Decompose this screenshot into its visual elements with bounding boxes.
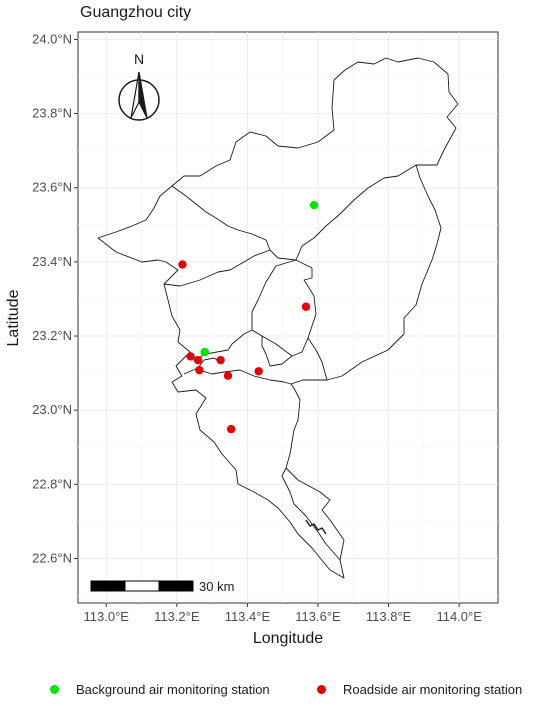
- x-tick-label: 113.6°E: [295, 609, 341, 624]
- roadside-station-point: [301, 302, 311, 311]
- station-points: [178, 200, 319, 434]
- legend-roadside: Roadside air monitoring station: [317, 682, 522, 697]
- y-axis-title: Latitude: [5, 289, 22, 346]
- scale-label: 30 km: [199, 579, 234, 594]
- x-tick-label: 113.0°E: [84, 609, 130, 624]
- north-arrow-icon: N: [118, 51, 160, 121]
- x-tick-label: 114.0°E: [436, 609, 482, 624]
- y-tick-label: 23.0°N: [32, 402, 72, 417]
- border-tianhe: [261, 336, 309, 367]
- y-tick-label: 23.4°N: [32, 254, 72, 269]
- border-baiyun-east: [251, 259, 297, 357]
- district-boundaries: [97, 57, 459, 579]
- border-haizhu: [199, 369, 292, 385]
- scale-bar: 30 km: [90, 579, 234, 594]
- border-huadu: [171, 185, 297, 261]
- background-station-point: [309, 200, 319, 210]
- roadside-station-point: [186, 352, 195, 361]
- roadside-station-point: [193, 355, 203, 365]
- background-station-point: [200, 347, 209, 357]
- y-tick-label: 24.0°N: [32, 31, 72, 46]
- background-station-icon: [50, 685, 59, 694]
- x-tick-label: 113.8°E: [366, 609, 412, 624]
- map-title: Guangzhou city: [80, 4, 192, 21]
- y-tick-label: 23.6°N: [32, 180, 72, 195]
- border-zengcheng: [303, 268, 328, 381]
- y-axis-ticks: 24.0°N 23.8°N 23.6°N 23.4°N 23.2°N 23.0°N 22.8…: [32, 31, 78, 566]
- roadside-station-point: [223, 371, 233, 380]
- north-label: N: [134, 51, 144, 67]
- border-conghua: [295, 164, 417, 269]
- border-nansha: [281, 467, 341, 561]
- x-tick-label: 113.4°E: [225, 609, 271, 624]
- y-tick-label: 23.8°N: [32, 106, 72, 121]
- legend-background: Background air monitoring station: [50, 682, 270, 697]
- roadside-station-point: [254, 367, 263, 376]
- y-tick-label: 22.8°N: [32, 476, 72, 491]
- plot-background: [77, 31, 499, 604]
- border-liwan: [183, 357, 221, 375]
- roadside-station-point: [216, 355, 225, 365]
- border-baiyun-west: [163, 249, 271, 287]
- guangzhou-outline: [97, 57, 459, 579]
- y-tick-label: 22.6°N: [32, 551, 72, 566]
- roadside-station-point: [226, 424, 236, 434]
- legend-background-label: Background air monitoring station: [76, 682, 270, 697]
- legend: Background air monitoring station Roadsi…: [0, 682, 550, 702]
- legend-roadside-label: Roadside air monitoring station: [343, 682, 523, 697]
- x-axis-title: Longitude: [253, 630, 323, 647]
- gridlines: [78, 32, 498, 603]
- y-tick-label: 23.2°N: [32, 328, 72, 343]
- roadside-station-point: [195, 365, 204, 375]
- coast-detail: [305, 519, 327, 535]
- roadside-station-icon: [317, 685, 326, 694]
- x-axis-ticks: 113.0°E 113.2°E 113.4°E 113.6°E 113.8°E 114.0…: [84, 603, 482, 624]
- x-tick-label: 113.2°E: [154, 609, 200, 624]
- roadside-station-point: [178, 260, 187, 269]
